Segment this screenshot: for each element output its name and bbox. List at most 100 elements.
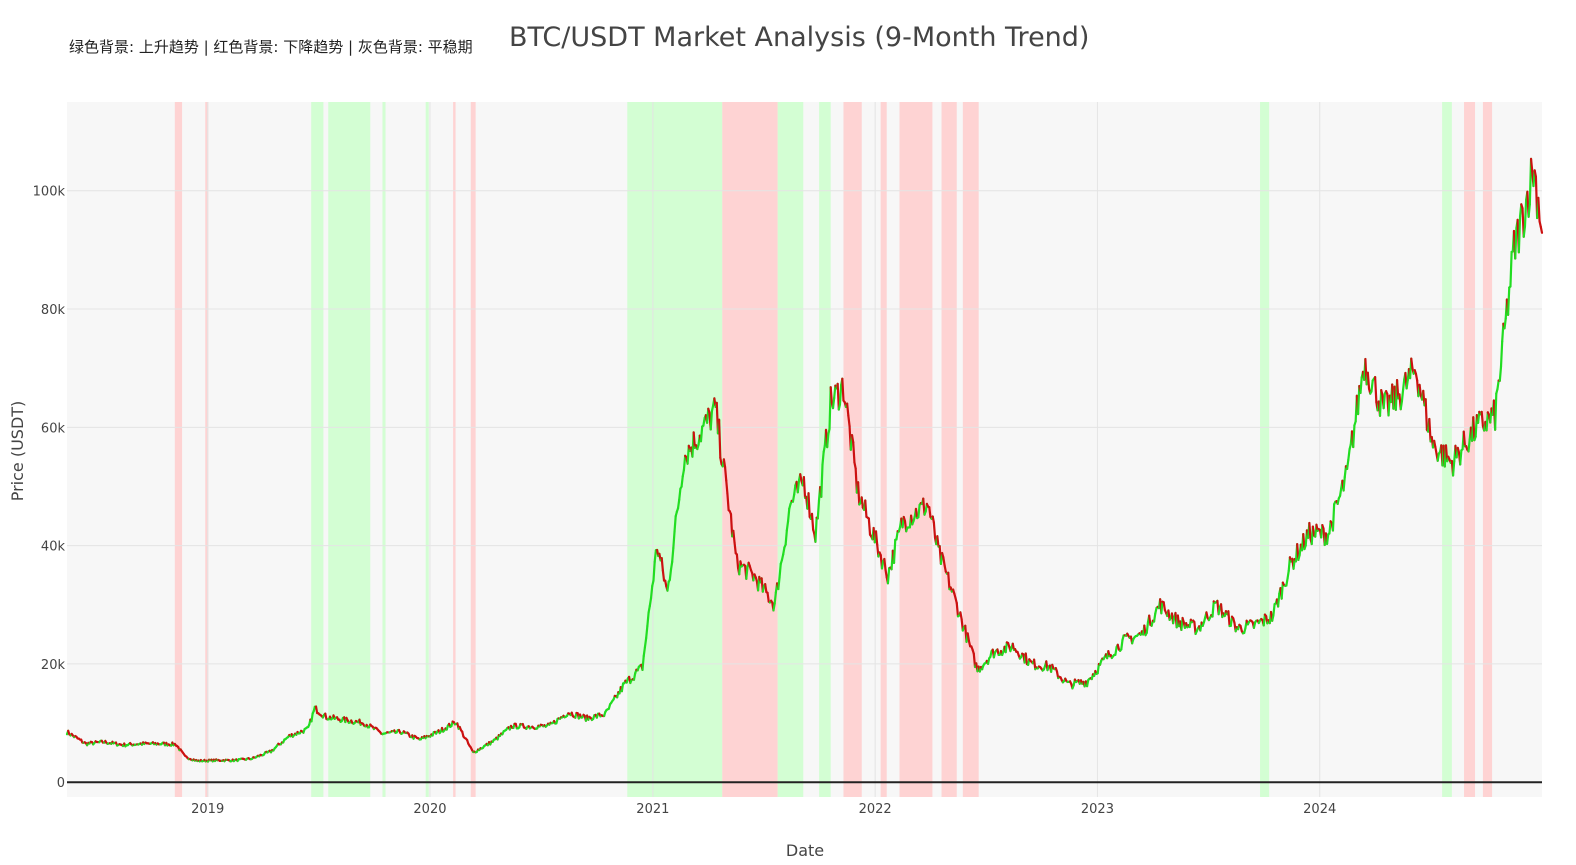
price-segment: [826, 432, 830, 449]
price-segment: [860, 496, 864, 509]
trend-band-down: [962, 102, 979, 797]
price-segment: [1162, 601, 1166, 612]
price-segment: [1472, 416, 1476, 442]
price-segment: [1498, 365, 1503, 382]
price-segment: [778, 562, 782, 579]
price-segment: [852, 441, 856, 464]
price-segment: [682, 454, 687, 472]
x-axis-ticks: 2019 2020 2021 2022 2023 2024: [191, 802, 1336, 817]
price-segment: [666, 580, 670, 592]
price-segment: [1308, 521, 1312, 541]
price-segment: [1145, 620, 1150, 634]
price-segment: [1160, 600, 1164, 615]
price-segment: [702, 416, 706, 427]
price-segment: [829, 386, 833, 404]
price-segment: [645, 624, 649, 640]
price-segment: [922, 497, 926, 516]
price-segment: [810, 512, 815, 531]
x-tick-label: 2023: [1081, 802, 1114, 817]
price-segment: [661, 569, 666, 582]
price-segment: [850, 433, 855, 444]
trend-band-up: [382, 102, 386, 797]
price-segment: [1527, 203, 1531, 218]
price-segment: [1480, 410, 1485, 428]
price-segment: [1262, 613, 1267, 627]
price-segment: [831, 396, 836, 410]
price-segment: [936, 535, 940, 548]
price-segment: [874, 530, 879, 546]
y-tick-label: 0: [57, 776, 65, 791]
trend-band-down: [470, 102, 476, 797]
price-segment: [620, 682, 625, 693]
price-segment: [1418, 383, 1422, 397]
price-segment: [726, 492, 730, 512]
trend-band-down: [453, 102, 456, 797]
price-segment: [807, 492, 811, 518]
trend-band-up: [627, 102, 723, 797]
price-segment: [1272, 603, 1276, 617]
price-segment: [678, 487, 682, 501]
x-tick-label: 2022: [859, 802, 892, 817]
price-segment: [1024, 652, 1029, 666]
price-segment: [1347, 448, 1351, 461]
y-axis-title: Price (USDT): [8, 401, 27, 502]
price-segment: [772, 602, 776, 612]
price-segment: [1436, 452, 1440, 462]
price-segment: [841, 377, 845, 402]
price-segment: [1370, 379, 1374, 393]
trend-band-up: [1260, 102, 1270, 797]
trend-band-up: [425, 102, 429, 797]
price-segment: [723, 465, 728, 482]
price-segment: [802, 475, 807, 499]
trend-band-up: [328, 102, 371, 797]
price-segment: [793, 484, 797, 496]
price-segment: [1428, 417, 1432, 443]
price-segment: [649, 584, 654, 600]
price-segment: [1523, 198, 1528, 228]
price-segment: [652, 560, 656, 582]
price-segment: [1217, 605, 1221, 616]
price-segment: [1211, 600, 1215, 618]
price-segment: [886, 567, 891, 585]
price-segment: [1459, 449, 1463, 466]
trend-band-down: [899, 102, 933, 797]
price-segment: [1285, 577, 1289, 587]
y-axis-ticks: 0 20k 40k 60k 80k 100k: [33, 185, 66, 791]
price-segment: [647, 604, 651, 614]
x-tick-label: 2024: [1303, 802, 1336, 817]
price-segment: [680, 475, 684, 488]
price-segment: [1352, 424, 1356, 449]
trend-band-up: [777, 102, 804, 797]
price-segment: [646, 611, 650, 628]
price-segment: [836, 382, 840, 411]
price-segment: [1405, 379, 1409, 390]
price-segment: [1114, 645, 1118, 656]
price-segment: [673, 515, 677, 533]
price-segment: [786, 507, 791, 523]
price-segment: [1227, 610, 1231, 628]
price-segment: [1399, 400, 1404, 411]
price-segment: [1325, 533, 1330, 545]
price-segment: [864, 499, 868, 518]
price-segment: [777, 576, 781, 591]
price-segment: [1120, 638, 1124, 651]
price-segment: [892, 538, 897, 565]
price-segment: [928, 506, 932, 519]
price-segment: [773, 591, 777, 605]
price-segment: [1537, 196, 1541, 223]
price-segment: [1424, 398, 1428, 431]
chart-title: BTC/USDT Market Analysis (9-Month Trend): [509, 22, 1089, 53]
price-segment: [966, 632, 971, 643]
price-segment: [1096, 662, 1100, 675]
price-segment: [838, 383, 843, 406]
price-segment: [1529, 157, 1534, 173]
price-segment: [1434, 446, 1438, 455]
price-segment: [785, 520, 790, 532]
price-segment: [796, 479, 801, 494]
price-segment: [814, 516, 818, 543]
price-segment: [856, 481, 861, 506]
price-segment: [784, 529, 788, 546]
price-segment: [766, 591, 770, 603]
price-segment: [883, 557, 887, 571]
price-segment: [917, 503, 921, 519]
